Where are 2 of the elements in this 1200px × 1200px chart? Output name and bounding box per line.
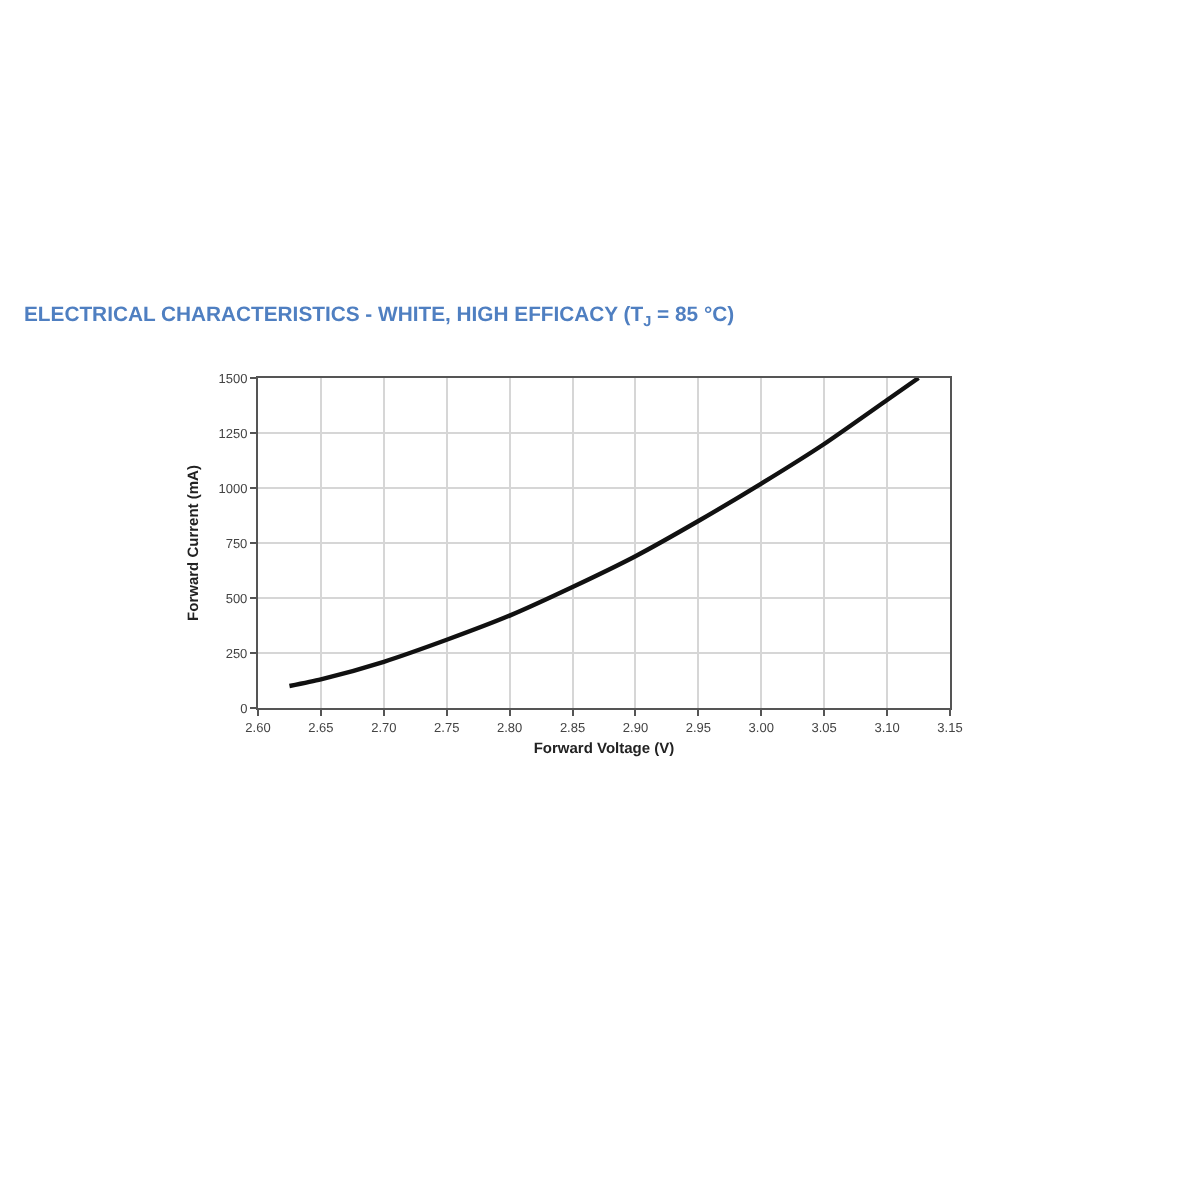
chart-title: ELECTRICAL CHARACTERISTICS - WHITE, HIGH EFFICACY (T$_{J}$ = 85 °C) [24, 305, 735, 330]
line-series [287, 378, 921, 689]
